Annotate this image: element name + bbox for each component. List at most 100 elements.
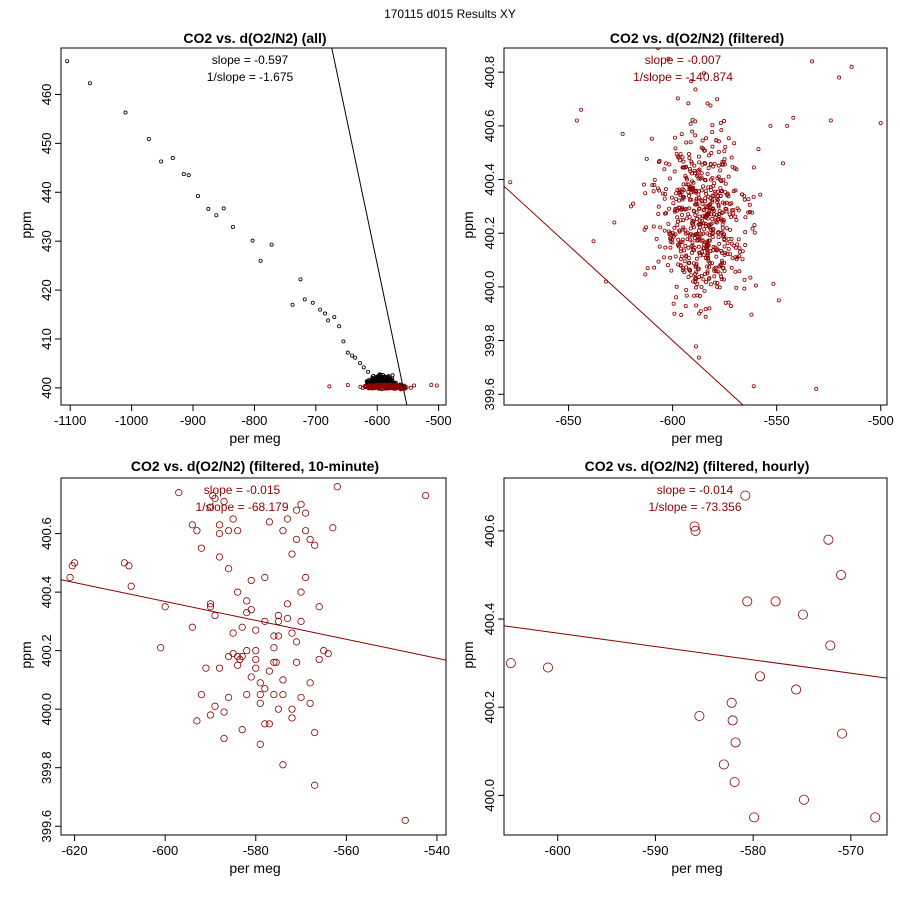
panel-title: CO2 vs. d(O2/N2) (filtered, hourly) — [585, 458, 810, 474]
data-point — [719, 250, 724, 255]
data-point — [672, 135, 677, 140]
data-point — [688, 140, 693, 145]
slope-label: slope = -0.014 — [657, 483, 734, 497]
data-point — [390, 373, 395, 378]
data-point — [681, 207, 686, 212]
data-point — [828, 118, 833, 123]
data-point — [714, 196, 719, 201]
data-point — [743, 215, 748, 220]
data-point — [719, 162, 724, 167]
data-point — [673, 254, 678, 259]
data-point — [345, 382, 350, 387]
data-point — [301, 573, 310, 582]
data-point — [683, 165, 688, 170]
data-point — [345, 350, 350, 355]
data-point — [689, 250, 694, 255]
data-point — [668, 245, 673, 250]
data-point — [692, 293, 697, 298]
panel-filtered-10-minute: CO2 vs. d(O2/N2) (filtered, 10-minute) s… — [18, 458, 450, 876]
data-point — [742, 197, 747, 202]
data-point — [710, 261, 715, 266]
data-point — [718, 759, 729, 770]
data-point — [704, 247, 709, 252]
data-point — [694, 711, 705, 722]
data-point — [265, 667, 273, 675]
data-point — [292, 658, 301, 666]
data-point — [320, 647, 328, 655]
panel-all: CO2 vs. d(O2/N2) (all) slope = -0.597 1/… — [18, 30, 452, 446]
data-point — [87, 81, 92, 86]
data-point — [724, 200, 729, 205]
data-point — [288, 705, 296, 713]
data-point — [238, 623, 246, 631]
data-point — [694, 270, 699, 275]
data-point — [710, 197, 715, 202]
data-point — [699, 171, 704, 176]
data-point — [694, 216, 699, 221]
data-point — [655, 186, 660, 191]
data-point — [252, 664, 260, 672]
data-point — [505, 658, 516, 669]
data-point — [620, 131, 625, 136]
data-point — [711, 244, 716, 249]
data-point — [195, 194, 200, 199]
data-point — [694, 196, 699, 201]
data-point — [717, 285, 722, 290]
data-point — [684, 293, 689, 298]
data-point — [274, 705, 283, 713]
data-point — [747, 202, 752, 207]
data-point — [814, 386, 819, 391]
data-point — [699, 145, 704, 150]
data-point — [682, 259, 687, 264]
data-point — [681, 225, 686, 230]
data-point — [279, 690, 287, 699]
data-point — [691, 180, 696, 185]
y-tick-label: 400.0 — [482, 779, 497, 812]
data-point — [700, 184, 705, 189]
data-point — [125, 562, 133, 570]
data-point — [710, 217, 715, 222]
data-point — [265, 518, 273, 526]
data-point — [697, 228, 702, 233]
data-point — [252, 655, 260, 664]
data-point — [375, 375, 380, 380]
data-point — [674, 284, 679, 289]
data-point — [713, 280, 718, 285]
data-point — [754, 671, 765, 682]
data-point — [849, 64, 854, 69]
data-point — [288, 629, 296, 637]
data-point — [215, 521, 224, 529]
data-point — [694, 256, 699, 261]
data-point — [700, 201, 705, 206]
data-point — [688, 273, 693, 278]
data-point — [288, 550, 296, 558]
data-point — [401, 816, 409, 824]
y-tick-label: 430 — [39, 230, 54, 252]
data-point — [724, 206, 729, 211]
data-point — [703, 188, 708, 193]
data-point — [722, 237, 727, 242]
x-tick-label: -600 — [152, 843, 178, 858]
data-point — [707, 233, 712, 238]
data-point — [675, 187, 680, 192]
data-point — [274, 611, 283, 620]
data-point — [684, 177, 689, 182]
panel-title: CO2 vs. d(O2/N2) (filtered) — [610, 30, 784, 46]
data-point — [708, 206, 713, 211]
data-point — [666, 206, 671, 211]
data-point — [708, 187, 713, 192]
data-point — [650, 183, 655, 188]
data-point — [684, 182, 689, 187]
data-point — [715, 269, 720, 274]
data-point — [734, 217, 739, 222]
data-point — [743, 230, 748, 235]
data-point — [716, 234, 721, 239]
data-point — [735, 206, 740, 211]
data-point — [206, 711, 215, 719]
slope-label: slope = -0.015 — [204, 483, 281, 497]
data-point — [715, 284, 720, 289]
data-point — [701, 221, 706, 226]
x-axis-label: per meg — [229, 430, 280, 446]
plot-frame — [503, 477, 888, 836]
data-point — [279, 527, 287, 535]
